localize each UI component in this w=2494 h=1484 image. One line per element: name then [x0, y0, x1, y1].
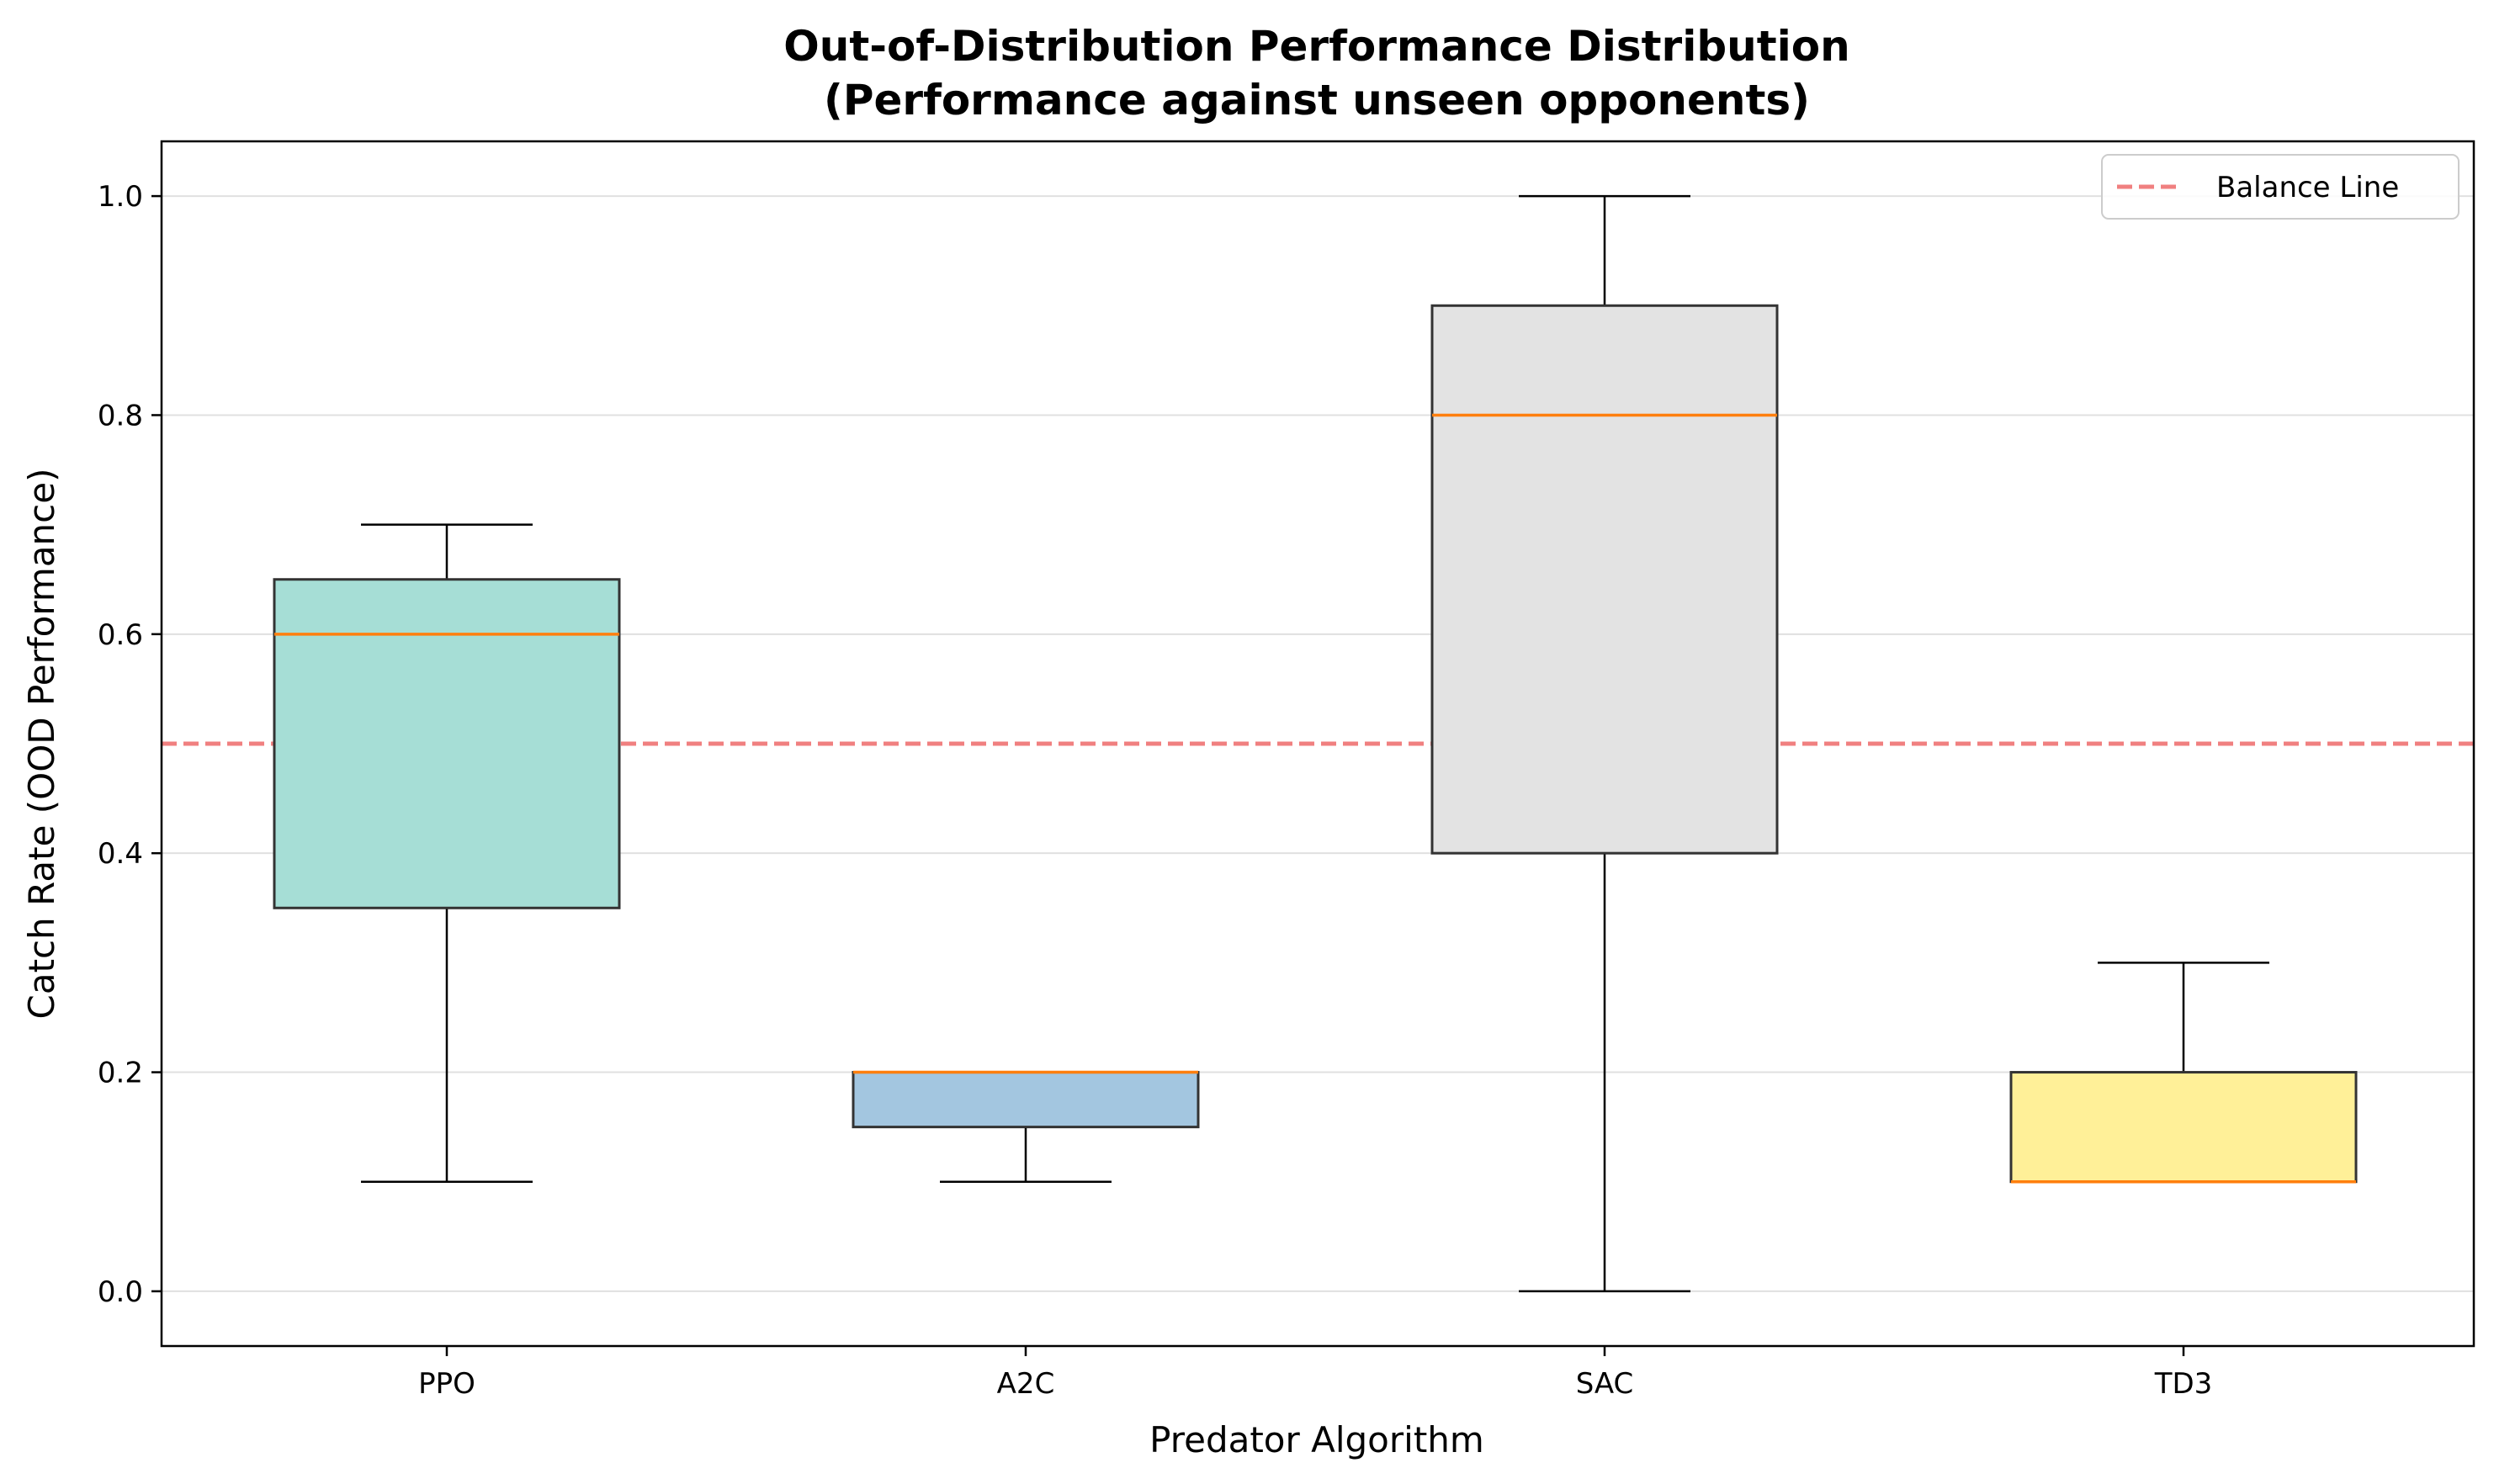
chart-title: Out-of-Distribution Performance Distribu… [783, 22, 1849, 71]
x-axis-label: Predator Algorithm [1149, 1419, 1484, 1460]
y-axis-ticks: 0.0 0.2 0.4 0.6 0.8 1.0 [98, 180, 162, 1309]
x-tick-label-ppo: PPO [418, 1367, 475, 1401]
x-tick-label-td3: TD3 [2154, 1367, 2213, 1401]
box-a2c [852, 1070, 1200, 1183]
box-body-sac [1430, 304, 1779, 855]
y-axis-label: Catch Rate (OOD Performance) [21, 469, 62, 1020]
box-plots [273, 194, 2358, 1293]
box-body-td3 [2009, 1071, 2358, 1184]
box-body-ppo [273, 578, 621, 909]
y-tick-label: 0.2 [98, 1057, 143, 1090]
box-ppo [273, 523, 621, 1183]
y-tick-label: 0.0 [98, 1275, 143, 1309]
y-tick-label: 0.8 [98, 399, 143, 432]
x-axis-ticks: PPO A2C SAC TD3 [418, 1346, 2212, 1401]
box-td3 [2009, 962, 2358, 1184]
box-sac [1430, 194, 1779, 1293]
y-tick-label: 0.4 [98, 837, 143, 871]
box-body-a2c [852, 1071, 1200, 1129]
legend-entry-balance-line: Balance Line [2216, 171, 2399, 204]
x-tick-label-a2c: A2C [997, 1367, 1055, 1401]
x-tick-label-sac: SAC [1576, 1367, 1634, 1401]
plot-frame [160, 140, 2475, 1348]
y-tick-label: 1.0 [98, 180, 143, 214]
y-tick-label: 0.6 [98, 618, 143, 652]
chart-subtitle: (Performance against unseen opponents) [824, 76, 1810, 125]
legend: Balance Line [2101, 154, 2460, 220]
legend-box [2101, 154, 2460, 220]
